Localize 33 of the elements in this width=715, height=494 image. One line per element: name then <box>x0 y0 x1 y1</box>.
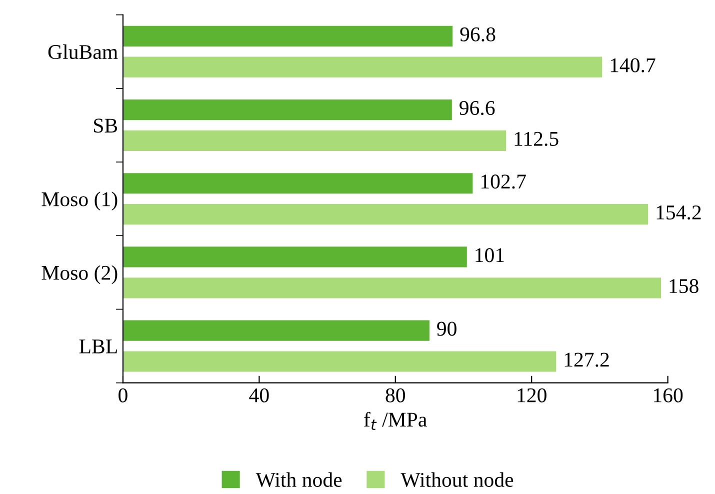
x-tick-label: 0 <box>118 388 128 402</box>
bar <box>122 99 452 120</box>
y-tick-label: Moso (2) <box>42 265 118 284</box>
bar <box>122 246 467 268</box>
bar <box>122 173 473 194</box>
bar <box>122 278 661 298</box>
data-label: 140.7 <box>610 58 656 72</box>
bar <box>122 320 430 341</box>
data-label: 112.5 <box>514 132 558 146</box>
bar <box>122 130 506 151</box>
data-label: 158 <box>670 279 698 294</box>
y-tick-label: Moso (1) <box>42 192 118 210</box>
x-tick-label: 40 <box>249 388 269 402</box>
y-tick-label: LBL <box>79 340 117 354</box>
bar <box>122 351 556 372</box>
data-label: 96.6 <box>460 100 495 116</box>
data-label: 102.7 <box>481 174 526 189</box>
x-tick-label: 120 <box>518 388 546 402</box>
x-tick-label: 160 <box>654 388 683 402</box>
bar <box>122 26 453 46</box>
x-axis-title: f$_{t}$ /MPa <box>364 412 427 430</box>
legend-label: Without node <box>400 472 514 488</box>
data-label: 101 <box>476 248 504 262</box>
data-label: 154.2 <box>656 206 701 220</box>
y-tick-label: SB <box>94 118 118 133</box>
data-label: 90 <box>437 322 456 336</box>
data-label: 96.8 <box>460 27 496 42</box>
bar <box>122 204 648 225</box>
legend-label: With node <box>256 472 342 488</box>
x-tick-label: 80 <box>386 388 406 402</box>
bar <box>122 56 602 78</box>
data-label: 127.2 <box>564 352 609 367</box>
y-tick-label: GluBam <box>48 44 118 60</box>
